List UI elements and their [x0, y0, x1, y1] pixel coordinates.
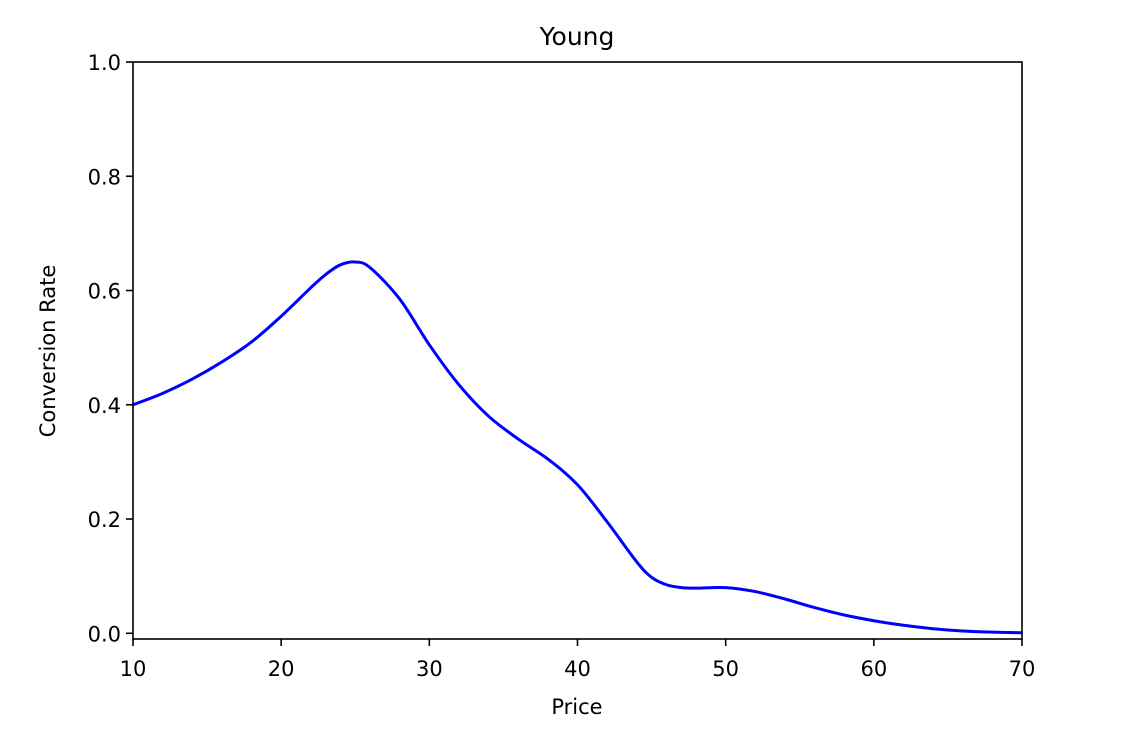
x-tick-label: 60 [860, 657, 887, 681]
series-line [132, 260, 1023, 635]
y-tick-label: 0.8 [88, 165, 121, 189]
x-axis-label: Price [551, 695, 602, 719]
chart-title: Young [539, 22, 615, 51]
x-tick-label: 10 [120, 657, 147, 681]
x-tick-label: 70 [1009, 657, 1036, 681]
plot-frame [132, 61, 1023, 640]
y-tick-label: 1.0 [88, 51, 121, 75]
y-tick-label: 0.6 [88, 280, 121, 304]
y-tick-label: 0.4 [88, 394, 121, 418]
y-tick-label: 0.2 [88, 508, 121, 532]
y-tick-label: 0.0 [88, 622, 121, 646]
x-axis-ticks: 10 20 30 40 50 60 70 [120, 639, 1036, 681]
y-axis-label: Conversion Rate [36, 265, 60, 438]
x-tick-label: 40 [564, 657, 591, 681]
x-tick-label: 50 [712, 657, 739, 681]
y-axis-ticks: 0.0 0.2 0.4 0.6 0.8 1.0 [88, 51, 133, 646]
x-tick-label: 20 [268, 657, 295, 681]
x-tick-label: 30 [416, 657, 443, 681]
